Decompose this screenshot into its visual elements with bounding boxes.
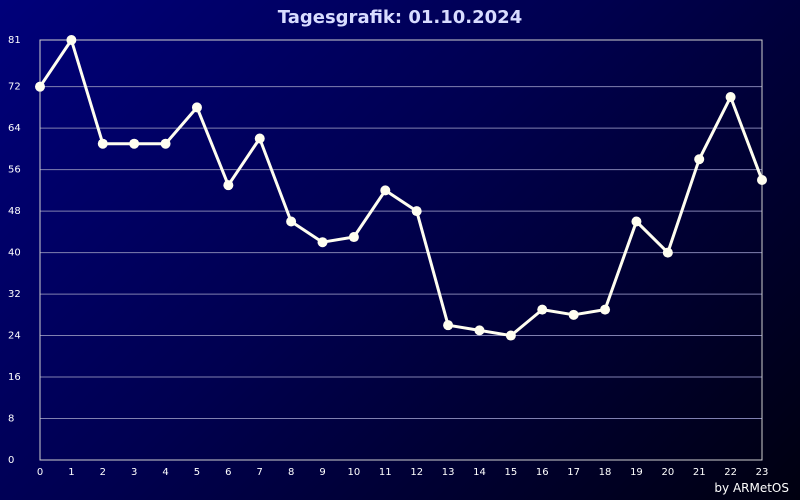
y-axis-tick-labels: 0 8 16 24 32 40 48 56 64 72 81 [8,35,21,466]
x-tick-label: 7 [257,467,263,478]
data-point [411,206,422,217]
x-tick-label: 3 [131,467,137,478]
x-tick-label: 13 [442,467,455,478]
x-tick-label: 21 [693,467,706,478]
x-tick-label: 8 [288,467,294,478]
x-tick-label: 0 [37,467,43,478]
data-point [537,304,548,315]
x-tick-label: 20 [661,467,674,478]
data-point [505,330,516,341]
x-tick-label: 15 [505,467,518,478]
data-point [443,320,454,331]
x-tick-label: 1 [68,467,74,478]
series-line [38,38,764,338]
plot-frame [39,39,763,461]
data-point [286,216,297,227]
data-point [474,325,485,336]
data-point [317,237,328,248]
x-tick-label: 17 [567,467,580,478]
y-tick-label: 24 [8,331,21,342]
x-tick-label: 4 [162,467,168,478]
y-tick-label: 0 [8,455,14,466]
data-point [600,304,611,315]
data-points [35,35,767,341]
x-tick-label: 12 [410,467,423,478]
x-axis-tick-labels: 0 1 2 3 4 5 6 7 8 9 10 11 12 13 14 15 16 17 18 19 20 21 22 23 [37,467,769,478]
data-point [725,92,736,103]
y-tick-label: 56 [8,165,21,176]
x-tick-label: 10 [348,467,361,478]
data-point [223,180,234,191]
data-point [348,232,359,243]
data-point [254,133,265,144]
x-tick-label: 14 [473,467,486,478]
chart-title: Tagesgrafik: 01.10.2024 [278,7,522,28]
grid-lines [40,86,762,420]
data-point [35,81,45,92]
y-tick-label: 72 [8,82,21,93]
x-tick-label: 22 [724,467,737,478]
y-tick-label: 48 [8,206,21,217]
data-point [160,138,171,149]
x-tick-label: 23 [756,467,769,478]
y-tick-label: 40 [8,248,21,259]
x-tick-label: 5 [194,467,200,478]
data-point [380,185,391,196]
data-point [662,247,673,258]
y-tick-label: 81 [8,35,21,46]
x-tick-label: 9 [319,467,325,478]
data-point [97,138,108,149]
data-point [66,35,77,45]
x-tick-label: 18 [599,467,612,478]
y-tick-label: 64 [8,123,21,134]
y-tick-label: 8 [8,414,14,425]
x-tick-label: 11 [379,467,392,478]
credit-label: by ARMetOS [714,481,789,495]
data-point [129,138,140,149]
x-tick-label: 19 [630,467,643,478]
x-tick-label: 6 [225,467,231,478]
x-tick-label: 16 [536,467,549,478]
data-point [191,102,202,113]
data-point [568,309,579,320]
data-point [694,154,705,165]
x-tick-label: 2 [100,467,106,478]
y-tick-label: 16 [8,372,21,383]
data-point [757,175,767,185]
y-tick-label: 32 [8,289,21,300]
data-point [631,216,642,227]
